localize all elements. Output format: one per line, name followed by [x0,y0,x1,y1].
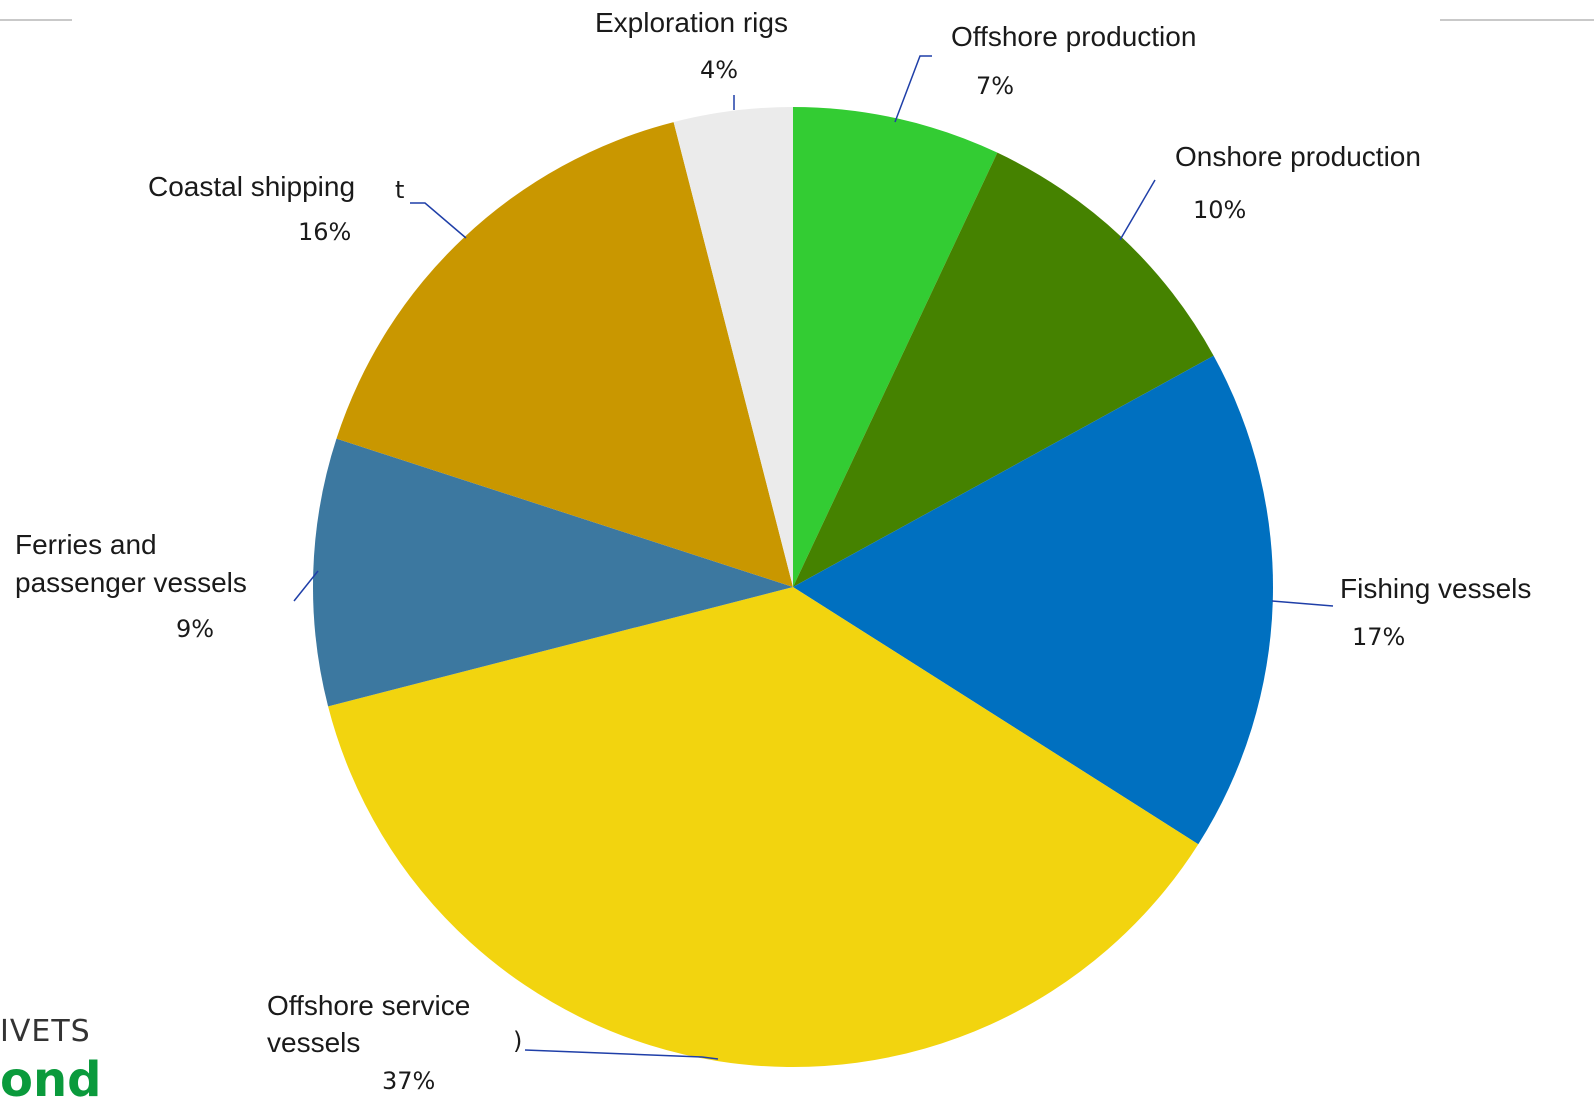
label-offshore-production: Offshore production [951,21,1196,52]
label-offshore-service-vessels-line2: vessels [267,1027,360,1058]
label-ferries-and-passenger-vessels-line2: passenger vessels [15,567,247,598]
logo-text-bottom: ond [0,1052,102,1108]
label-ferries-and-passenger-vessels-line1: Ferries and [15,529,157,560]
pct-exploration-rigs: 4% [700,56,738,84]
label-fishing-vessels: Fishing vessels [1340,573,1531,604]
slice-ferries-and-passenger-vessels [312,438,793,707]
logo-text-top: IVETS [0,1014,91,1049]
pct-fishing-vessels: 17% [1352,623,1405,651]
leader-ferries-and-passenger-vessels [293,570,319,602]
pct-offshore-service-vessels: 37% [382,1067,435,1095]
pct-coastal-shipping: 16% [298,218,351,246]
label-onshore-production: Onshore production [1175,141,1421,172]
pie-slices [312,107,1274,1068]
slice-onshore-production [793,152,1214,587]
leader-offshore-production [894,55,932,123]
label-exploration-rigs: Exploration rigs [595,7,788,38]
pct-ferries-and-passenger-vessels: 9% [176,615,214,643]
leader-lines [293,55,1334,1060]
slice-exploration-rigs [673,107,793,587]
pct-offshore-production: 7% [976,72,1014,100]
leader-onshore-production [1119,179,1156,241]
slice-offshore-production [793,107,998,587]
slice-offshore-service-vessels [328,587,1199,1068]
leader-coastal-shipping [410,202,467,239]
slice-coastal-shipping [336,122,793,587]
leader-fishing-vessels [1271,600,1334,607]
label-coastal-shipping: Coastal shipping [148,171,355,202]
offshore-service-fragment: ) [513,1027,522,1055]
label-offshore-service-vessels-line1: Offshore service [267,990,470,1021]
slice-labels: Offshore production 7% Onshore production 1… [15,7,1531,1095]
pct-onshore-production: 10% [1193,196,1246,224]
coastal-shipping-fragment: t [395,176,404,204]
leader-offshore-service-vessels [524,1049,719,1060]
slice-fishing-vessels [793,355,1274,845]
